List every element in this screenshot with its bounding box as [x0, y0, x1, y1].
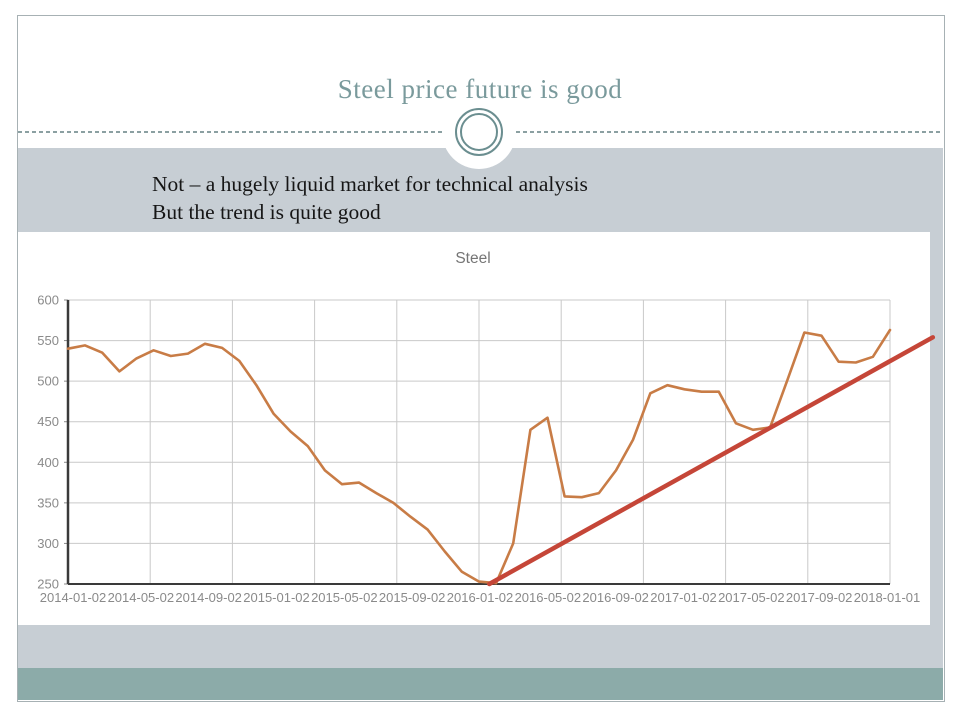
y-axis-label: 550: [37, 333, 59, 348]
chart-panel: 600 550 500 450 400 350 300 250 2014-01-02 2014-0…: [18, 232, 936, 625]
x-axis-label: 2016-05-02: [515, 590, 582, 605]
divider-dash-right: [516, 131, 943, 133]
y-axis-label: 300: [37, 536, 59, 551]
divider-dash-left: [18, 131, 442, 133]
slide-title: Steel price future is good: [337, 74, 623, 104]
y-axis-label: 500: [37, 374, 59, 389]
y-axis-label: 350: [37, 495, 59, 510]
x-axis-label: 2014-01-02: [40, 590, 107, 605]
ornament-circle-inner-ring: [460, 113, 498, 151]
x-axis-label: 2017-09-02: [786, 590, 853, 605]
price-series-line: [66, 328, 892, 585]
y-axis-label: 400: [37, 455, 59, 470]
trend-line: [487, 335, 936, 587]
x-axis-label: 2017-01-02: [650, 590, 717, 605]
x-axis-label: 2018-01-01: [854, 590, 921, 605]
chart-title: Steel: [455, 250, 490, 267]
x-axis-label: 2015-05-02: [311, 590, 378, 605]
bullet-text-block: Not – a hugely liquid market for technic…: [152, 170, 588, 226]
x-axis-label: 2015-01-02: [243, 590, 310, 605]
x-axis-label: 2016-01-02: [447, 590, 514, 605]
x-axis-label: 2014-05-02: [108, 590, 175, 605]
x-axis-label: 2016-09-02: [582, 590, 649, 605]
bullet-line-2: But the trend is quite good: [152, 200, 381, 224]
footer-band-teal: [18, 668, 943, 700]
y-axis-label: 600: [37, 293, 59, 308]
x-axis-label: 2015-09-02: [379, 590, 446, 605]
x-axis-label: 2014-09-02: [175, 590, 242, 605]
x-axis-label: 2017-05-02: [718, 590, 785, 605]
y-axis-label: 450: [37, 414, 59, 429]
bullet-line-1: Not – a hugely liquid market for technic…: [152, 172, 588, 196]
y-axis-label: 250: [37, 577, 59, 592]
